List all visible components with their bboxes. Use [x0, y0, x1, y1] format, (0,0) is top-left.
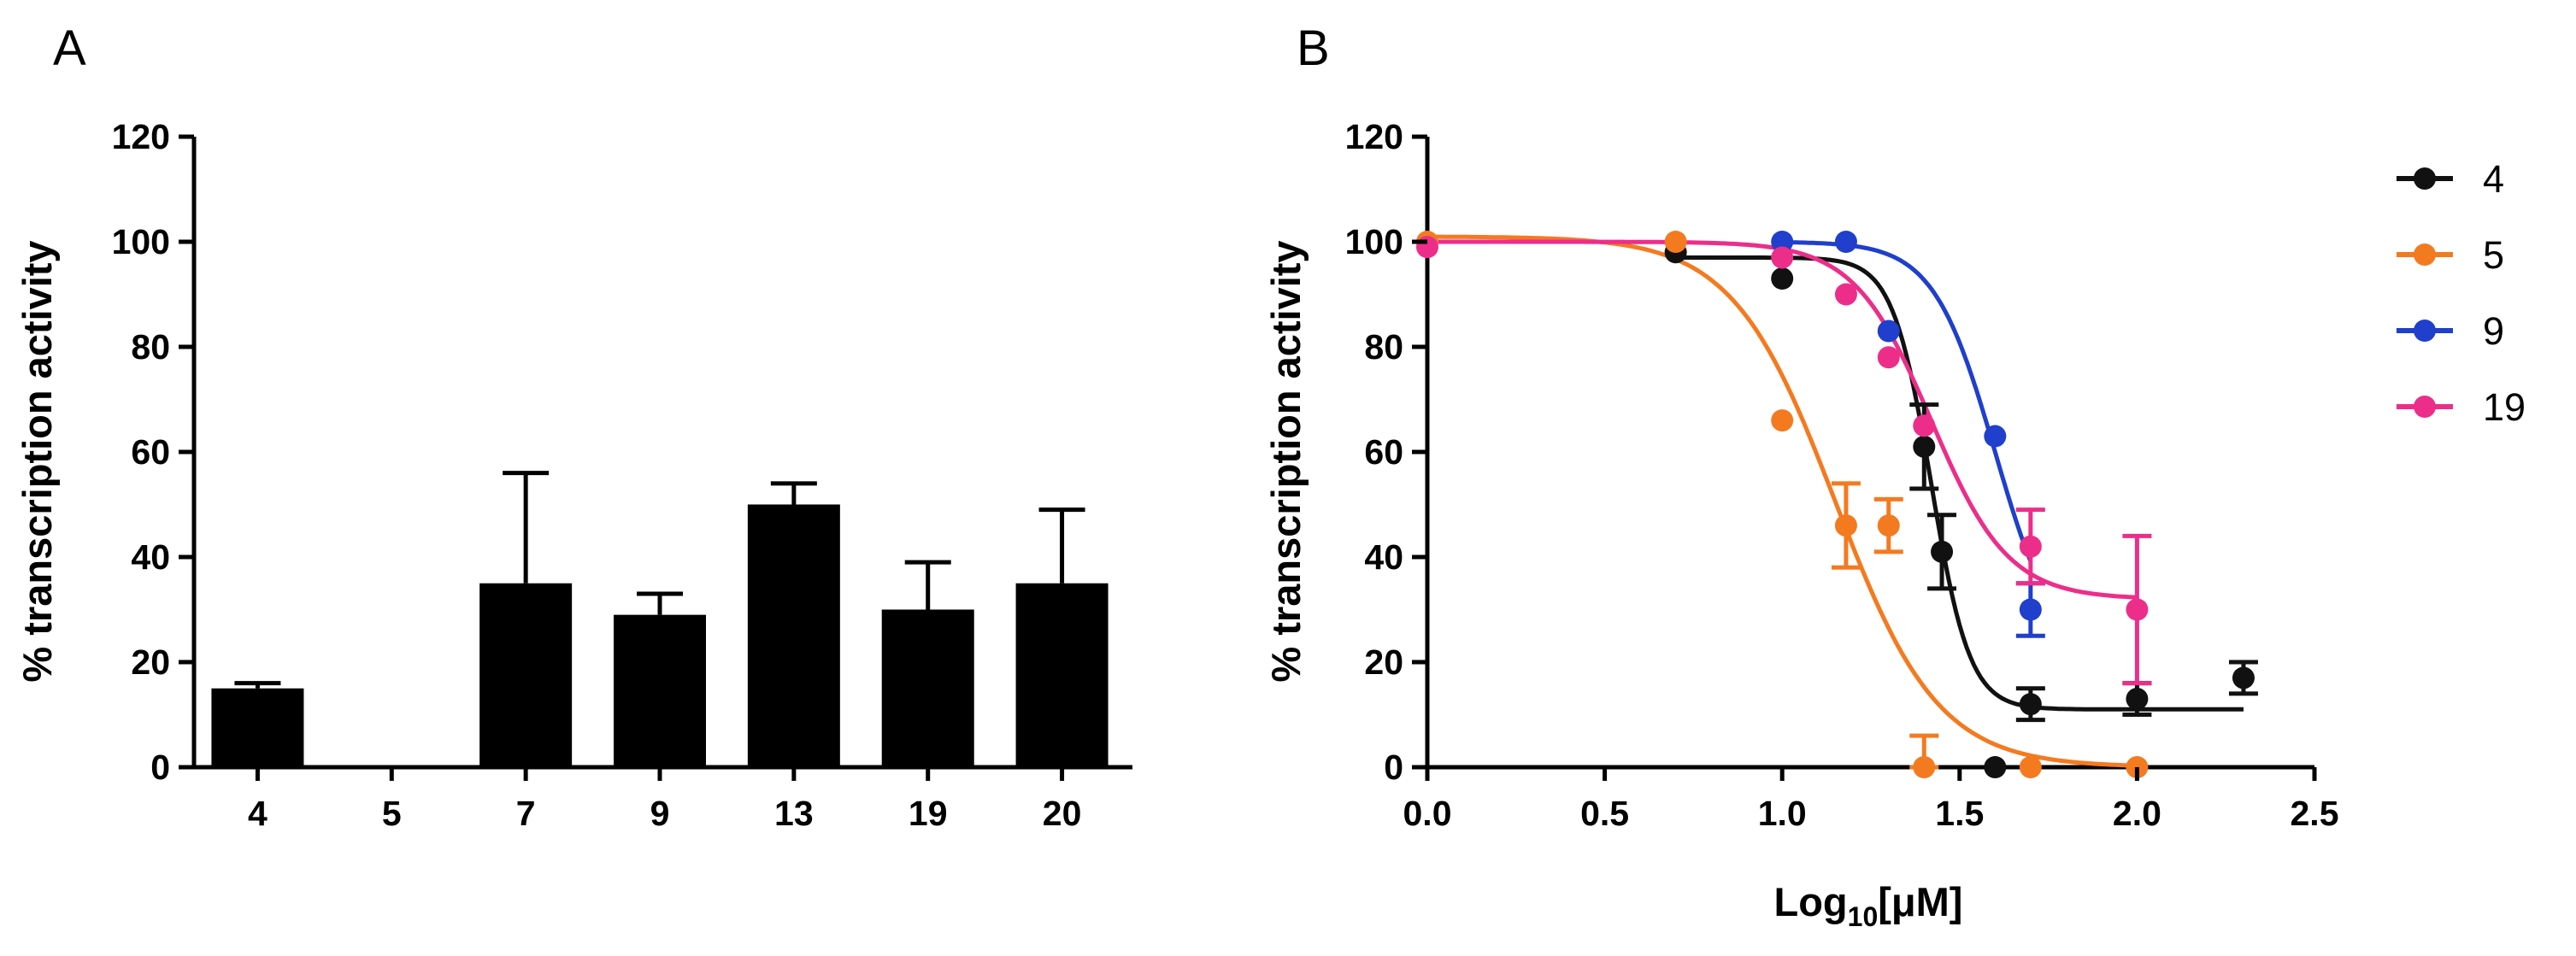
data-point-9: [2019, 598, 2042, 621]
bar-chart-a: 0 20 40 60 80 100 120 4 5 7 9 13 19 20 % transcriptio…: [15, 117, 1132, 833]
x-tick-label: 0.5: [1580, 794, 1629, 833]
x-tick-label: 1.5: [1935, 794, 1984, 833]
x-tick-label: 19: [909, 794, 948, 833]
chart-a-bars: [211, 471, 1109, 767]
data-point-19: [1416, 236, 1438, 259]
x-title-unit: [μM]: [1878, 879, 1962, 924]
fit-curve-9: [1782, 240, 2033, 562]
legend-marker-19: [2414, 396, 2436, 418]
data-point-5: [1771, 409, 1794, 432]
data-point-5: [1834, 514, 1857, 537]
bar: [614, 614, 706, 767]
data-point-5: [1877, 514, 1900, 537]
x-title-subscript: 10: [1848, 901, 1879, 932]
legend-marker-5: [2414, 243, 2436, 266]
x-title-log: Log: [1774, 879, 1848, 924]
y-tick-label: 80: [1364, 327, 1403, 367]
chart-b-axes: [1425, 137, 2314, 770]
data-point-4: [2126, 688, 2149, 711]
chart-a-ticks: 0 20 40 60 80 100 120 4 5 7 9 13 19 20: [112, 117, 1082, 833]
dose-response-chart-b: 0 20 40 60 80 100 120 0.0 0.5 1.0 1.5 2.0 2.5 % tran…: [1263, 117, 2526, 932]
y-tick-label: 20: [131, 642, 170, 682]
data-point-5: [1664, 231, 1687, 253]
y-tick-label: 0: [150, 748, 170, 787]
legend-marker-9: [2414, 320, 2436, 342]
bar: [881, 609, 974, 767]
y-tick-label: 120: [112, 117, 170, 156]
y-tick-label: 40: [1364, 537, 1403, 577]
data-point-5: [2019, 756, 2042, 778]
data-point-9: [1984, 425, 2007, 448]
legend-label-4: 4: [2483, 157, 2504, 201]
y-tick-label: 120: [1345, 117, 1403, 156]
x-tick-label: 5: [382, 794, 402, 833]
data-point-4: [2019, 693, 2042, 716]
chart-a-y-axis-title: % transcription activity: [15, 240, 60, 682]
data-point-19: [1877, 346, 1900, 369]
x-tick-label: 20: [1043, 794, 1082, 833]
data-point-4: [1771, 267, 1794, 290]
chart-b-y-axis-title: % transcription activity: [1263, 240, 1309, 682]
data-point-19: [2126, 598, 2149, 621]
data-point-19: [2019, 535, 2042, 558]
x-tick-label: 2.5: [2291, 794, 2339, 833]
legend-label-5: 5: [2483, 233, 2504, 277]
chart-b-x-axis-title: Log10[μM]: [1774, 879, 1963, 932]
data-point-4: [1984, 756, 2007, 778]
y-tick-label: 100: [112, 222, 170, 261]
bar: [211, 688, 304, 767]
fit-curve-5: [1427, 234, 2138, 768]
data-point-9: [1834, 231, 1857, 253]
panel-label-a: A: [53, 21, 86, 76]
data-point-9: [1877, 320, 1900, 343]
data-point-4: [1931, 540, 1954, 563]
fit-curve-4: [1675, 255, 2244, 712]
y-tick-label: 40: [131, 537, 170, 577]
y-tick-label: 20: [1364, 642, 1403, 682]
x-tick-label: 2.0: [2113, 794, 2161, 833]
chart-b-legend: 4 5 9 19: [2397, 157, 2526, 429]
x-tick-label: 13: [774, 794, 814, 833]
data-point-4: [2232, 666, 2255, 689]
panel-label-b: B: [1297, 21, 1330, 76]
x-tick-label: 9: [650, 794, 670, 833]
data-point-5: [1913, 756, 1936, 778]
y-tick-label: 100: [1345, 222, 1403, 261]
x-tick-label: 7: [516, 794, 536, 833]
data-point-4: [1913, 435, 1936, 458]
y-tick-label: 0: [1384, 748, 1403, 787]
x-tick-label: 4: [248, 794, 268, 833]
bar: [1015, 583, 1109, 767]
bar: [479, 583, 573, 767]
legend-label-9: 9: [2483, 309, 2504, 353]
chart-b-points: [1416, 231, 2258, 778]
bar: [747, 504, 840, 767]
x-tick-label: 1.0: [1758, 794, 1807, 833]
legend-marker-4: [2414, 167, 2436, 190]
chart-b-fit-curves: [1427, 234, 2244, 768]
data-point-19: [1834, 283, 1857, 306]
y-tick-label: 80: [131, 327, 170, 367]
data-point-9: [1771, 231, 1794, 253]
x-tick-label: 0.0: [1403, 794, 1452, 833]
data-point-19: [1771, 246, 1794, 269]
y-tick-label: 60: [131, 432, 170, 472]
chart-b-ticks: 0 20 40 60 80 100 120 0.0 0.5 1.0 1.5 2.0 2.5: [1345, 117, 2339, 833]
legend-label-19: 19: [2483, 385, 2526, 429]
data-point-19: [1913, 414, 1936, 437]
y-tick-label: 60: [1364, 432, 1403, 472]
